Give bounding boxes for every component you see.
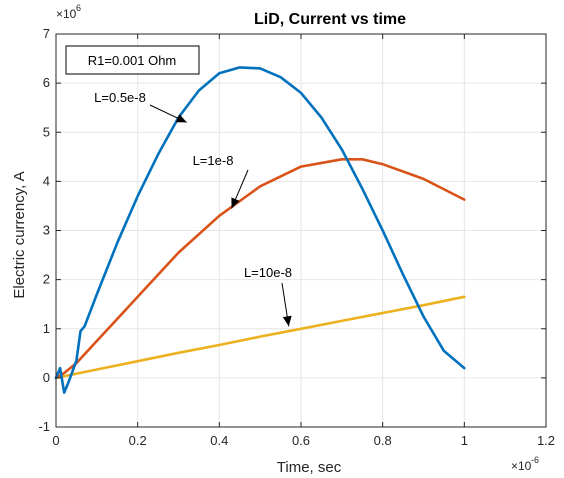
y-tick-label: 1 <box>43 321 50 336</box>
y-tick-label: 0 <box>43 370 50 385</box>
annotations: L=0.5e-8 L=1e-8 L=10e-8 <box>94 90 292 327</box>
annotation-label-2: L=1e-8 <box>193 153 234 168</box>
x-tick-label: 0.6 <box>292 433 310 448</box>
series-line-1 <box>54 66 466 394</box>
series-line-2 <box>54 158 466 380</box>
x-axis-exponent-base: ×10 <box>511 459 532 473</box>
y-tick-label: -1 <box>38 419 50 434</box>
y-tick-label: 5 <box>43 124 50 139</box>
annotation-label-3: L=10e-8 <box>244 265 292 280</box>
legend-box <box>65 45 200 75</box>
x-tick-label: 0.4 <box>210 433 228 448</box>
x-tick-label: 0 <box>52 433 59 448</box>
annotation-arrowhead-3 <box>282 315 292 327</box>
y-tick-label: 3 <box>43 223 50 238</box>
annotation-arrowhead-2 <box>231 197 240 209</box>
axis-ticks <box>55 33 547 428</box>
y-tick-label: 4 <box>43 173 50 188</box>
y-axis-exponent-base: ×10 <box>56 7 77 21</box>
annotation-label-1: L=0.5e-8 <box>94 90 146 105</box>
y-tick-label: 2 <box>43 272 50 287</box>
x-tick-label: 1 <box>461 433 468 448</box>
x-tick-label: 1.2 <box>537 433 555 448</box>
legend-box-text: R1=0.001 Ohm <box>88 53 177 68</box>
y-tick-label: 7 <box>43 26 50 41</box>
x-tick-label: 0.2 <box>129 433 147 448</box>
x-axis-exponent-power: -6 <box>531 455 539 465</box>
y-axis-label: Electric currency, A <box>11 171 28 298</box>
chart-title: LiD, Current vs time <box>254 11 406 28</box>
y-tick-label: 6 <box>43 75 50 90</box>
annotation-arrowhead-1 <box>175 114 187 123</box>
series-line-3 <box>54 295 466 380</box>
series-layer <box>54 66 466 394</box>
x-axis-label: Time, sec <box>277 459 342 476</box>
y-axis-exponent-power: 6 <box>76 3 81 13</box>
x-tick-label: 0.8 <box>374 433 392 448</box>
